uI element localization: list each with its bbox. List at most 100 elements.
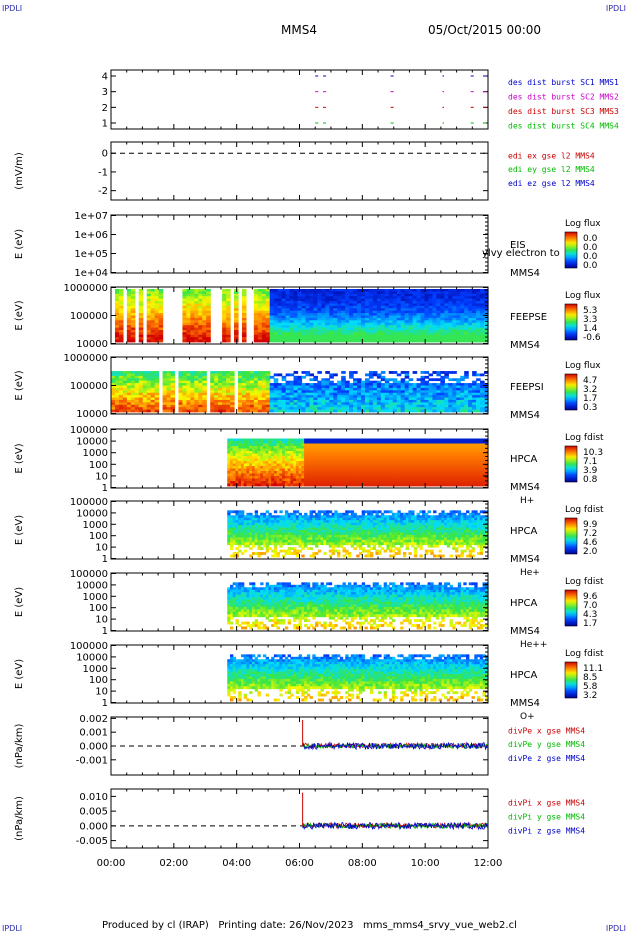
heatmap-cell	[420, 395, 426, 398]
heatmap-cell	[253, 308, 259, 312]
heatmap-cell	[341, 325, 346, 328]
heatmap-cell	[424, 325, 430, 328]
heatmap-cell	[428, 390, 434, 394]
heatmap-cell	[341, 399, 346, 403]
heatmap-cell	[420, 407, 426, 410]
heatmap-cell	[289, 325, 295, 328]
heatmap-cell	[158, 325, 164, 328]
heatmap-cell	[472, 387, 477, 391]
y-tick-label: -2	[98, 186, 108, 197]
heatmap-cell	[178, 387, 184, 391]
heatmap-cell	[412, 320, 418, 324]
heatmap-cell	[432, 409, 438, 413]
heatmap-cell	[154, 329, 160, 333]
heatmap-cell	[277, 289, 283, 292]
heatmap-cell	[206, 320, 211, 324]
heatmap-cell	[315, 478, 319, 482]
heatmap-cell	[460, 387, 465, 391]
heatmap-cell	[317, 334, 322, 338]
heatmap-cell	[384, 339, 390, 343]
heatmap-cell	[295, 458, 300, 462]
heatmap-cell	[405, 483, 409, 487]
heatmap-cell	[269, 390, 275, 394]
heatmap-cell	[333, 298, 338, 302]
heatmap-cell	[364, 466, 368, 469]
heatmap-cell	[297, 378, 303, 382]
heatmap-cell	[305, 293, 311, 297]
heatmap-cell	[337, 322, 342, 326]
heatmap-cell	[472, 313, 477, 316]
heatmap-cell	[342, 478, 346, 482]
heatmap-cell	[325, 383, 330, 386]
heatmap-cell	[353, 473, 357, 477]
instrument-sub-label: MMS4	[510, 340, 540, 351]
heatmap-cell	[408, 329, 414, 333]
heatmap-cell	[249, 409, 255, 413]
heatmap-cell	[452, 409, 457, 413]
heatmap-cell	[249, 387, 255, 391]
heatmap-cell	[146, 303, 152, 307]
heatmap-cell	[476, 301, 481, 304]
heatmap-cell	[448, 317, 453, 321]
heatmap-cell	[345, 453, 349, 457]
heatmap-cell	[400, 378, 406, 382]
heatmap-cell	[460, 313, 465, 316]
heatmap-cell	[190, 289, 195, 292]
heatmap-cell	[254, 448, 259, 452]
heatmap-cell	[484, 315, 489, 319]
heatmap-cell	[367, 463, 371, 467]
heatmap-cell	[380, 320, 386, 324]
heatmap-cell	[416, 438, 420, 442]
heatmap-cell	[405, 443, 409, 447]
heatmap-cell	[126, 407, 132, 410]
heatmap-cell	[305, 409, 311, 413]
heatmap-cell	[234, 308, 239, 312]
heatmap-cell	[326, 438, 330, 442]
heatmap-cell	[206, 325, 211, 328]
heatmap-cell	[243, 441, 248, 444]
heatmap-cell	[476, 390, 481, 394]
heatmap-cell	[198, 291, 203, 295]
heatmap-cell	[150, 301, 156, 304]
heatmap-cell	[118, 301, 124, 304]
heatmap-cell	[304, 478, 308, 482]
heatmap-cell	[301, 313, 307, 316]
heatmap-cell	[364, 476, 368, 479]
heatmap-cell	[309, 443, 313, 447]
heatmap-cell	[372, 390, 378, 394]
heatmap-cell	[321, 385, 326, 389]
heatmap-cell	[198, 313, 203, 316]
heatmap-cell	[384, 383, 390, 386]
heatmap-cell	[118, 402, 124, 406]
heatmap-cell	[297, 390, 303, 394]
heatmap-cell	[389, 473, 393, 477]
heatmap-cell	[396, 298, 402, 302]
y-tick-label: 0	[102, 149, 108, 160]
heatmap-cell	[198, 404, 203, 408]
heatmap-cell	[130, 325, 136, 328]
heatmap-cell	[422, 461, 426, 464]
heatmap-cell	[432, 399, 438, 403]
heatmap-cell	[341, 313, 346, 316]
heatmap-cell	[214, 380, 219, 384]
heatmap-cell	[301, 446, 305, 449]
y-tick-label: 1e+07	[74, 211, 108, 222]
heatmap-cell	[388, 327, 394, 331]
heatmap-cell	[460, 327, 465, 331]
heatmap-cell	[238, 456, 242, 459]
heatmap-cell	[312, 451, 316, 454]
heatmap-cell	[476, 315, 481, 319]
heatmap-cell	[427, 473, 431, 477]
heatmap-cell	[376, 337, 382, 340]
heatmap-cell	[357, 296, 362, 300]
heatmap-cell	[353, 378, 358, 382]
heatmap-cell	[277, 315, 283, 319]
heatmap-cell	[380, 441, 385, 444]
heatmap-cell	[289, 387, 295, 391]
heatmap-cell	[301, 387, 307, 391]
heatmap-cell	[396, 409, 402, 413]
heatmap-cell	[146, 332, 152, 336]
heatmap-cell	[246, 476, 250, 479]
heatmap-cell	[281, 291, 287, 295]
heatmap-cell	[134, 402, 140, 406]
